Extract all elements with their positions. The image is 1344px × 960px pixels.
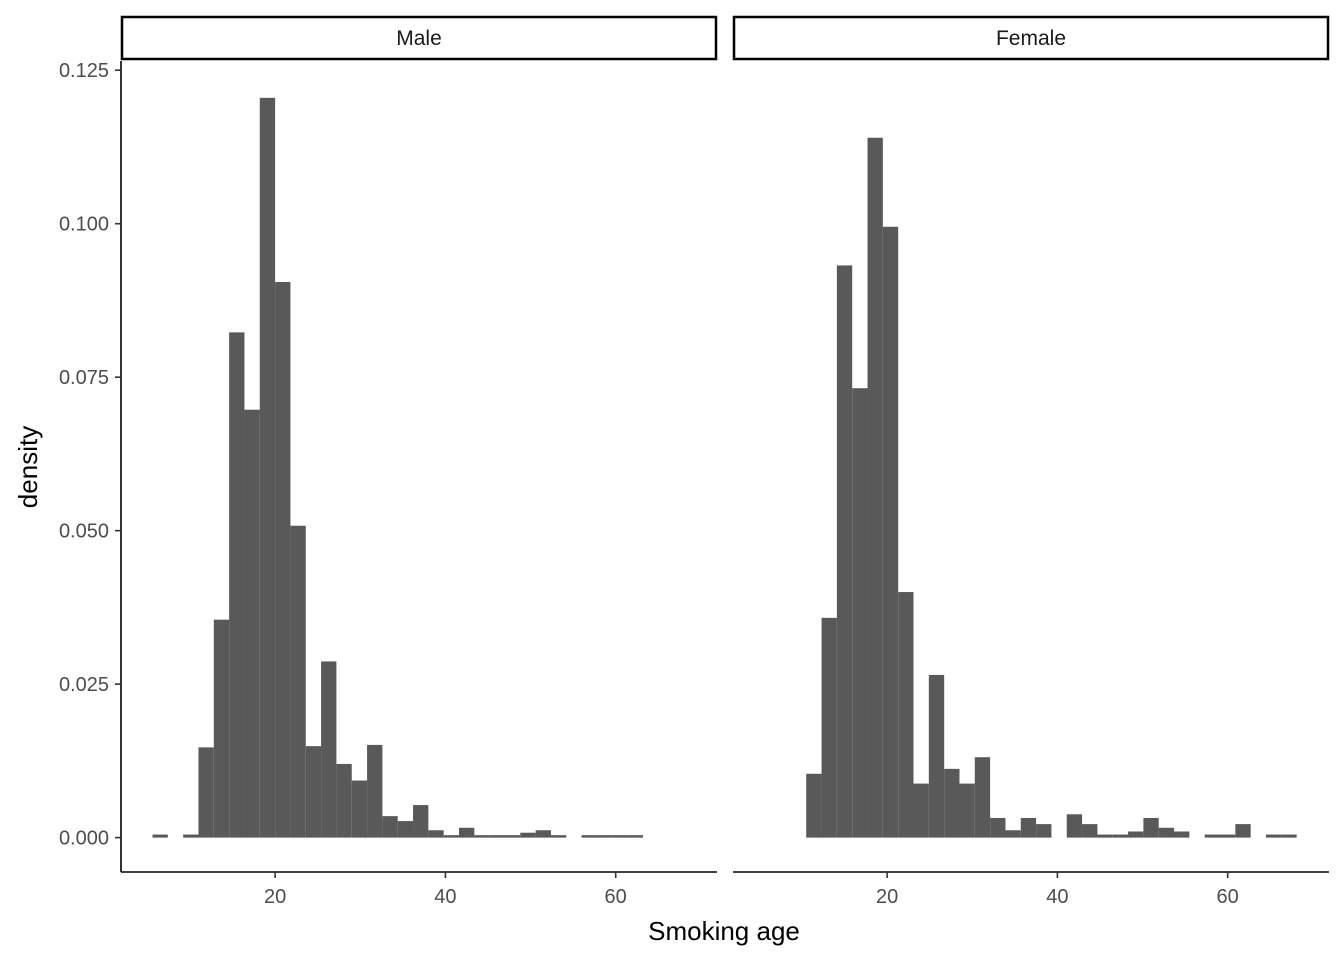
histogram-bar bbox=[836, 265, 853, 838]
histogram-bar bbox=[959, 783, 975, 838]
histogram-bar bbox=[974, 757, 991, 838]
panel-female: Female 20 40 60 bbox=[732, 15, 1330, 908]
histogram-bar bbox=[489, 835, 505, 838]
histogram-bar bbox=[1066, 814, 1083, 838]
histogram-bar bbox=[1005, 830, 1021, 838]
histogram-bar bbox=[336, 763, 352, 838]
histogram-bar bbox=[504, 835, 521, 838]
histogram-bar bbox=[290, 525, 306, 838]
panel-male: Male 20 40 60 0.000 0.025 0.050 0.075 0.100 0.125 bbox=[59, 15, 718, 908]
histogram-bar bbox=[1128, 831, 1144, 838]
histogram-bar bbox=[1281, 834, 1297, 838]
histogram-bar bbox=[1036, 824, 1052, 838]
histogram-bar bbox=[898, 592, 914, 838]
histogram-bar bbox=[1235, 824, 1251, 838]
histogram-bar bbox=[612, 835, 628, 838]
panels-layer: Male 20 40 60 0.000 0.025 0.050 0.075 0.100 0.125… bbox=[59, 15, 1330, 908]
histogram-bar bbox=[474, 835, 490, 838]
histogram-bar bbox=[990, 817, 1006, 838]
x-tick-label: 20 bbox=[264, 886, 286, 908]
histogram-bar bbox=[882, 226, 899, 838]
y-tick-label: 0.000 bbox=[59, 828, 109, 850]
histogram-bar bbox=[305, 746, 322, 838]
x-tick-label: 40 bbox=[1046, 886, 1068, 908]
histogram-bar bbox=[520, 832, 536, 838]
strip-label: Female bbox=[996, 27, 1066, 50]
histogram-bar bbox=[806, 773, 822, 838]
histogram-bar bbox=[1158, 827, 1175, 838]
histogram-bar bbox=[867, 137, 883, 838]
histogram-bar bbox=[1020, 817, 1037, 838]
histogram-bar bbox=[1143, 817, 1159, 838]
x-tick-label: 20 bbox=[876, 886, 898, 908]
histogram-bar bbox=[259, 97, 276, 838]
x-tick-label: 40 bbox=[434, 886, 456, 908]
y-tick-label: 0.050 bbox=[59, 521, 109, 543]
histogram-bar bbox=[152, 834, 168, 838]
x-axis-title: Smoking age bbox=[648, 916, 800, 946]
histogram-bar bbox=[321, 661, 337, 838]
strip-box bbox=[732, 15, 1330, 61]
histogram-bar bbox=[244, 409, 260, 838]
histogram-bar bbox=[183, 834, 199, 838]
histogram-bar bbox=[382, 816, 398, 838]
histogram-bar bbox=[821, 617, 837, 838]
histogram-bar bbox=[535, 830, 551, 838]
x-tick-label: 60 bbox=[1217, 886, 1239, 908]
histogram-bar bbox=[581, 835, 597, 838]
histogram-bar bbox=[550, 835, 567, 838]
strip-label: Male bbox=[396, 27, 442, 50]
histogram-bar bbox=[627, 835, 643, 838]
histogram-bar bbox=[596, 835, 613, 838]
y-tick-label: 0.125 bbox=[59, 60, 109, 82]
histogram-bar bbox=[351, 780, 368, 838]
histogram-bar bbox=[1082, 824, 1098, 838]
histogram-bar bbox=[213, 619, 230, 838]
y-axis-title: density bbox=[13, 426, 43, 508]
histogram-bar bbox=[1204, 834, 1221, 838]
y-tick-label: 0.025 bbox=[59, 674, 109, 696]
histogram-bar bbox=[459, 827, 475, 838]
histogram-bar bbox=[928, 674, 945, 838]
histogram-bar bbox=[397, 821, 414, 838]
histogram-bar bbox=[428, 830, 444, 838]
histogram-bar bbox=[367, 744, 383, 838]
y-tick-label: 0.075 bbox=[59, 367, 109, 389]
histogram-bar bbox=[1112, 834, 1129, 838]
histogram-bar bbox=[944, 768, 960, 838]
histogram-bar bbox=[413, 805, 429, 838]
histogram-bar bbox=[913, 783, 929, 838]
histogram-bar bbox=[275, 282, 291, 838]
histogram-bar bbox=[1220, 834, 1236, 838]
histogram-bar bbox=[1265, 834, 1282, 838]
histogram-bar bbox=[443, 835, 460, 838]
x-tick-label: 60 bbox=[605, 886, 627, 908]
histogram-bar bbox=[229, 332, 245, 838]
strip-box bbox=[120, 15, 718, 61]
histogram-bar bbox=[1174, 831, 1190, 838]
histogram-bar bbox=[852, 388, 868, 838]
histogram-bar bbox=[198, 747, 214, 838]
y-tick-label: 0.100 bbox=[59, 214, 109, 236]
histogram-bar bbox=[1097, 834, 1113, 838]
